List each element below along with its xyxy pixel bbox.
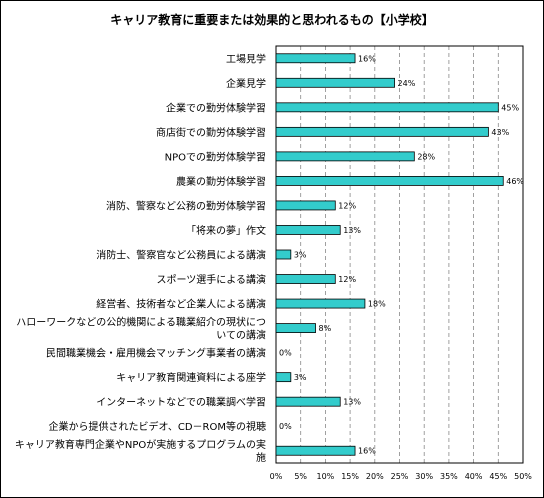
category-label: 「将来の夢」作文 — [186, 224, 266, 237]
category-label: 経営者、技術者など企業人による講演 — [96, 298, 266, 311]
value-label: 18% — [368, 300, 386, 309]
category-label: インターネットなどでの職業調べ学習 — [96, 396, 266, 409]
category-label: ハローワークなどの公的機関による職業紹介の現状につ — [16, 316, 266, 329]
value-label: 0% — [279, 349, 292, 358]
bar — [275, 372, 292, 383]
category-label: 施 — [256, 451, 266, 464]
bar — [275, 53, 356, 64]
bar — [275, 102, 499, 113]
category-label: NPOでの勤労体験学習 — [165, 150, 266, 163]
chart-title: キャリア教育に重要または効果的と思われるもの【小学校】 — [110, 13, 434, 27]
value-label: 0% — [279, 422, 292, 431]
value-label: 16% — [358, 54, 376, 63]
value-label: 3% — [294, 373, 307, 382]
category-label: 企業から提供されたビデオ、CD－ROM等の視聴 — [48, 420, 266, 433]
x-tick-label: 10% — [317, 472, 335, 481]
value-label: 13% — [343, 398, 361, 407]
x-tick-label: 50% — [514, 472, 532, 481]
bar — [275, 225, 341, 235]
bar — [275, 396, 341, 407]
bar — [275, 445, 356, 456]
bar — [275, 249, 292, 260]
category-label: 企業での勤労体験学習 — [166, 101, 266, 114]
category-label: キャリア教育関連資料による座学 — [116, 371, 266, 384]
category-label: 工場見学 — [226, 52, 266, 65]
x-tick-label: 30% — [415, 472, 433, 481]
category-label: いての講演 — [216, 329, 266, 342]
x-tick-label: 0% — [270, 472, 283, 481]
bar — [275, 151, 415, 162]
category-label: 農業の勤労体験学習 — [176, 175, 266, 188]
value-label: 3% — [294, 251, 307, 260]
value-label: 46% — [506, 177, 524, 186]
category-label: キャリア教育専門企業やNPOが実施するプログラムの実 — [15, 438, 266, 451]
category-label: 民間職業機会・雇用機会マッチング事業者の講演 — [46, 347, 266, 360]
value-label: 13% — [343, 226, 361, 235]
x-tick-label: 40% — [465, 472, 483, 481]
value-label: 24% — [398, 79, 416, 88]
x-tick-label: 20% — [366, 472, 384, 481]
category-label: 商店街での勤労体験学習 — [156, 126, 266, 139]
category-label: 消防、警察など公務の勤労体験学習 — [106, 199, 266, 212]
value-label: 12% — [338, 201, 356, 210]
bar — [275, 126, 489, 137]
bar — [275, 274, 336, 284]
bar — [275, 176, 504, 186]
category-label: 消防士、警察官など公務員による講演 — [96, 249, 266, 262]
bar — [275, 77, 395, 88]
category-label: スポーツ選手による講演 — [157, 273, 267, 286]
x-tick-label: 45% — [489, 472, 507, 481]
bar — [275, 298, 366, 309]
value-label: 8% — [319, 324, 332, 333]
x-tick-label: 35% — [440, 472, 458, 481]
value-label: 28% — [417, 152, 435, 161]
x-tick-label: 25% — [391, 472, 409, 481]
category-label: 企業見学 — [226, 77, 266, 90]
bar — [275, 200, 336, 211]
x-tick-label: 15% — [341, 472, 359, 481]
value-label: 12% — [338, 275, 356, 284]
value-label: 43% — [491, 128, 509, 137]
x-tick-label: 5% — [294, 472, 307, 481]
value-label: 16% — [358, 447, 376, 456]
value-label: 45% — [501, 103, 519, 112]
bar — [275, 323, 316, 333]
